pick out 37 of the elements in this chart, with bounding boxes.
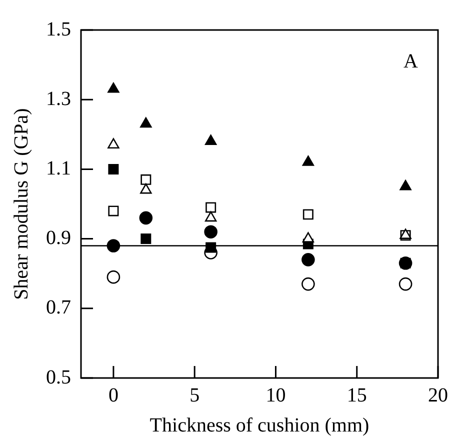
point [108, 138, 120, 148]
point [108, 206, 119, 216]
point [206, 242, 216, 253]
point [204, 211, 217, 222]
point [140, 174, 152, 185]
x-axis-title: Thickness of cushion (mm) [150, 414, 370, 436]
point [106, 239, 120, 252]
y-tick-label: 0.9 [46, 227, 71, 250]
point [398, 277, 412, 291]
y-tick-label: 0.5 [46, 366, 71, 388]
y-tick-label: 1.5 [46, 18, 71, 40]
y-tick-label: 1.1 [46, 157, 71, 180]
x-tick-label: 10 [266, 384, 286, 406]
point [302, 232, 314, 242]
point [302, 253, 315, 266]
point [302, 209, 314, 220]
x-tick-label: 0 [108, 384, 118, 406]
point [204, 134, 217, 146]
point [140, 234, 152, 244]
x-tick-label: 15 [346, 384, 367, 406]
point [400, 180, 412, 190]
point [108, 82, 120, 93]
y-tick-label: 1.3 [46, 88, 71, 110]
x-tick-label: 5 [190, 384, 200, 406]
x-tick-label: 20 [428, 384, 448, 406]
point [140, 183, 152, 194]
point [206, 202, 216, 213]
point [106, 270, 120, 284]
point [204, 225, 218, 238]
point [302, 277, 315, 291]
y-tick-label: 0.7 [46, 296, 71, 319]
point [140, 117, 152, 128]
point [302, 156, 314, 166]
point [108, 164, 119, 174]
y-axis-title: Shear modulus G (GPa) [10, 108, 32, 300]
point [139, 211, 153, 225]
annotation: A [404, 50, 419, 72]
